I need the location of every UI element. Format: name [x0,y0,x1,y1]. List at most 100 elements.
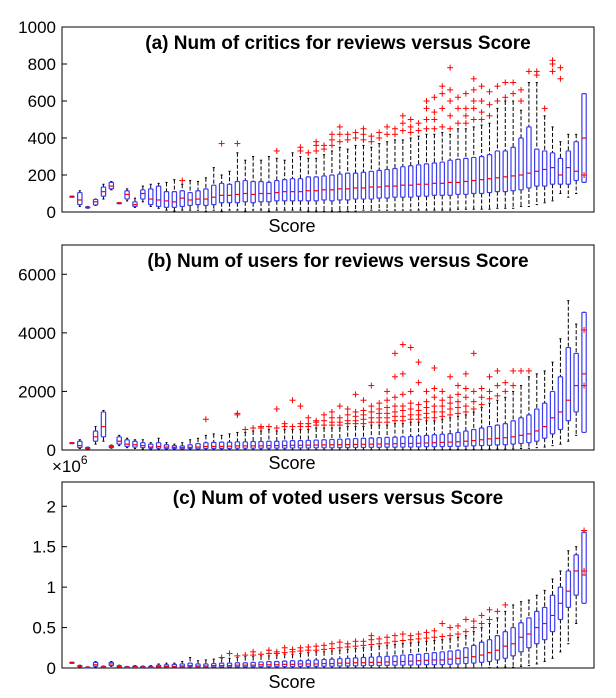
outlier-point [399,413,406,420]
box-56 [502,79,509,209]
box-iqr [258,180,264,203]
box-62 [549,57,556,202]
box-27 [273,406,280,451]
box-iqr [502,423,509,446]
box-43 [399,341,406,451]
outlier-point [391,131,398,138]
outlier-point [328,136,335,143]
box-20 [218,654,225,669]
box-iqr [526,617,532,649]
y-axis-ticks: 0 2000 4000 6000 [18,265,67,460]
box-18 [203,659,209,669]
outlier-point [360,407,367,414]
box-65 [573,133,579,194]
box-17 [195,180,201,211]
outlier-point [502,79,509,86]
box-38 [360,397,367,451]
box-1 [69,195,75,198]
outlier-point [179,177,186,184]
chart-title: (c) Num of voted users versus Score [173,488,504,509]
outlier-point [352,391,359,398]
box-32 [313,138,320,212]
box-66 [581,92,588,184]
outlier-point [478,109,485,116]
outlier-point [376,135,383,141]
outlier-point [423,404,430,411]
box-19 [210,658,217,669]
box-46 [423,629,430,669]
box-iqr [77,191,83,206]
outlier-point [391,408,398,415]
outlier-point [305,643,312,650]
box-40 [376,400,383,451]
box-14 [171,662,178,669]
outlier-point [447,112,454,119]
box-22 [234,410,241,451]
box-3 [84,205,91,209]
outlier-point [462,394,469,401]
box-13 [163,181,170,211]
outlier-point [478,394,485,401]
box-iqr [565,570,572,608]
outlier-point [423,105,430,112]
box-24 [250,156,256,211]
outlier-point [431,414,438,421]
outlier-point [360,397,367,404]
box-49 [447,64,454,211]
box-iqr [478,641,485,663]
box-56 [502,379,509,450]
box-7 [116,434,122,447]
box-51 [462,90,469,210]
box-iqr [534,408,540,442]
box-16 [187,656,193,669]
outlier-point [391,638,398,645]
outlier-point [462,616,469,623]
box-9 [132,665,138,669]
box-iqr [360,656,367,667]
box-iqr [368,170,375,200]
outlier-point [407,388,414,395]
box-2 [77,664,83,668]
outlier-point [455,631,461,638]
outlier-point [234,410,241,417]
outlier-point [399,370,406,377]
box-53 [478,385,485,450]
box-4 [92,426,99,445]
box-iqr [557,376,564,431]
outlier-point [439,90,446,97]
outlier-point [391,125,398,132]
outlier-point [273,648,280,655]
box-iqr [281,440,288,449]
outlier-point [328,640,335,647]
box-52 [470,350,477,450]
box-iqr [274,440,280,449]
outlier-point [368,414,375,421]
outlier-point [502,379,509,386]
outlier-point [321,642,328,649]
outlier-point [455,398,461,405]
box-iqr [329,658,335,667]
outlier-point [431,627,438,634]
box-iqr [573,141,579,182]
box-iqr [478,427,485,447]
outlier-point [297,644,304,651]
outlier-point [344,406,351,412]
box-37 [352,638,359,669]
box-32 [313,643,320,669]
box-49 [447,373,454,450]
box-5 [100,409,107,442]
box-30 [297,403,304,451]
box-plot-marks [69,57,588,212]
outlier-point [258,423,265,430]
box-61 [541,589,548,663]
outlier-point [407,411,414,418]
box-iqr [573,352,579,413]
box-37 [352,391,359,451]
outlier-point [510,367,517,374]
box-44 [407,632,414,669]
outlier-point [297,403,304,410]
box-iqr [549,594,556,633]
box-55 [494,608,501,669]
y-tick-label: 800 [28,55,56,74]
box-13 [163,662,170,669]
